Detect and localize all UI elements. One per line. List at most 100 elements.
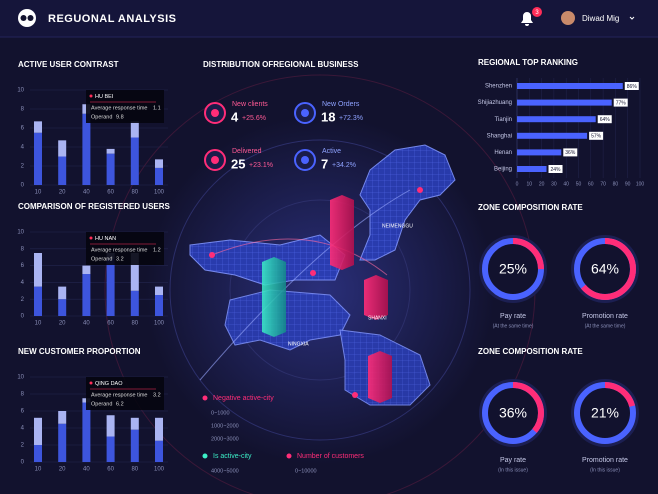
tooltip-value: 1.1 [153, 105, 161, 111]
value-label: 77% [616, 100, 627, 106]
bar [517, 83, 623, 89]
bar-segment [34, 132, 42, 185]
category-label: Shenzhen [485, 84, 512, 90]
x-tick-label: 10 [35, 190, 42, 196]
value-label-box [613, 98, 628, 107]
tooltip-label: Average response time [91, 392, 147, 398]
tooltip-label: Operand [91, 256, 112, 262]
tooltip-label: Operand [91, 401, 112, 407]
legend-label: Is active-city [213, 453, 252, 460]
bar-segment [58, 286, 67, 300]
legend-range: 1000~2000 [211, 423, 239, 429]
tooltip-city: QING DAO [95, 381, 123, 387]
bar-segment [130, 253, 139, 291]
x-tick-label: 20 [539, 181, 545, 187]
donut-label: 64% [591, 261, 619, 277]
map-label: SHANXI [368, 315, 387, 321]
y-tick-label: 10 [17, 88, 24, 94]
donut-name: Promotion rate [582, 457, 628, 464]
legend-dot [286, 453, 292, 459]
x-tick-label: 80 [131, 467, 138, 473]
bar-segment [106, 258, 115, 316]
value-label: 57% [591, 134, 602, 140]
page-title: REGUONAL ANALYSIS [48, 13, 177, 25]
tooltip-dot [89, 381, 93, 385]
bar-segment [106, 153, 115, 185]
chevron[interactable] [629, 16, 635, 20]
x-tick-label: 40 [563, 181, 569, 187]
legend-range: 4000~5000 [211, 468, 239, 474]
bar-segment [155, 295, 163, 316]
y-tick-label: 10 [17, 375, 24, 381]
section-title: ZONE COMPOSITION RATE [478, 347, 583, 356]
stat-value: 4 [231, 109, 239, 124]
bar [517, 166, 547, 172]
stat-change: +23.1% [249, 162, 273, 169]
x-tick-label: 60 [107, 467, 114, 473]
x-tick-label: 20 [59, 321, 66, 327]
stat-icon [301, 156, 309, 164]
category-label: Shanghai [487, 133, 512, 139]
bar-segment [155, 286, 163, 295]
header-bar [0, 0, 658, 37]
stat-label: Active [322, 148, 341, 155]
bar [517, 116, 596, 123]
legend-dot [202, 453, 208, 459]
tooltip-value: 9.8 [116, 114, 124, 120]
stat-icon [211, 156, 219, 164]
section-title: REGIONAL TOP RANKING [478, 58, 578, 67]
bar-segment [106, 148, 115, 154]
category-label: Tianjin [495, 117, 512, 123]
y-tick-label: 4 [21, 280, 25, 286]
x-tick-label: 20 [59, 190, 66, 196]
y-tick-label: 8 [21, 392, 25, 398]
map-label: NEIMENGGU [382, 223, 413, 229]
donut-note: (In this issue) [498, 467, 528, 473]
y-tick-label: 6 [21, 409, 25, 415]
bar-segment [130, 290, 139, 316]
category-label: Beijing [494, 167, 512, 173]
tooltip-label: Average response time [91, 105, 147, 111]
y-tick-label: 6 [21, 126, 25, 132]
y-tick-label: 10 [17, 230, 24, 236]
donut-label: 25% [499, 261, 527, 277]
ring [229, 199, 411, 381]
x-tick-label: 10 [527, 181, 533, 187]
value-label: 36% [565, 150, 576, 156]
x-tick-label: 100 [154, 467, 165, 473]
tooltip-value: 3.2 [153, 392, 161, 398]
x-tick-label: 10 [35, 321, 42, 327]
bar [517, 132, 588, 139]
bar-segment [155, 417, 163, 441]
avatar[interactable] [561, 11, 575, 25]
legend-range: 0~1000 [211, 410, 230, 416]
stat-change: +34.2% [332, 162, 356, 169]
donut-note: (At the same time) [493, 323, 534, 329]
map [189, 144, 456, 406]
value-label: 86% [627, 84, 638, 90]
section-title: DISTRIBUTION OFREGIONAL BUSINESS [203, 60, 359, 69]
bar-segment [34, 253, 42, 287]
y-tick-label: 6 [21, 263, 25, 269]
y-tick-label: 0 [21, 183, 25, 189]
legend-range: 0~10000 [295, 468, 317, 474]
bar-segment [82, 265, 91, 274]
donut-arc [482, 238, 544, 300]
value-label: 64% [600, 117, 611, 123]
tooltip-value: 3.2 [116, 256, 124, 262]
bar-segment [34, 121, 42, 133]
stat-value: 18 [321, 109, 335, 124]
value-label-box [624, 82, 639, 90]
bar-segment [58, 299, 67, 316]
bar-segment [106, 415, 115, 437]
legend-dot [202, 395, 208, 401]
bar-segment [58, 423, 67, 462]
x-tick-label: 80 [131, 190, 138, 196]
tooltip [86, 377, 164, 410]
bell-icon[interactable] [521, 12, 533, 26]
bar-segment [130, 137, 139, 185]
donut-arc [574, 382, 636, 444]
stat-change: +25.6% [242, 115, 266, 122]
